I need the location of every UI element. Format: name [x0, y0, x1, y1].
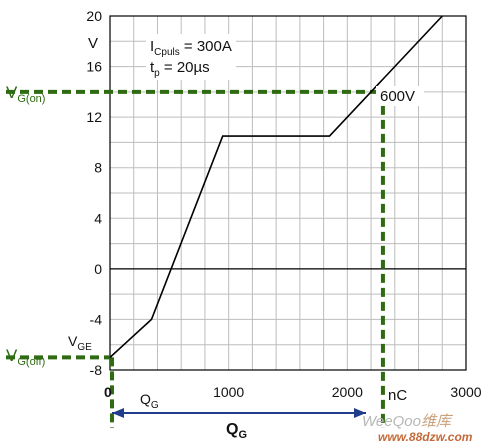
vg-off-label: VG(off) [6, 346, 45, 368]
condition-time: tp = 20µs [150, 59, 210, 79]
x-tick-label: 1000 [213, 384, 244, 400]
qg-arrow-label: QG [226, 421, 247, 441]
y-tick-label: 16 [86, 59, 102, 75]
x-tick-label: 3000 [450, 384, 481, 400]
y-tick-label: 8 [94, 160, 102, 176]
y-tick-label: 0 [94, 261, 102, 277]
y-tick-label: -4 [90, 311, 103, 327]
watermark-url: www.88dzw.com [378, 430, 473, 444]
qg-arrow-left-head [112, 408, 124, 418]
vge-label: VGE [68, 333, 92, 353]
green-guides [6, 89, 385, 428]
x-unit-label: nC [388, 387, 407, 404]
y-tick-label: -8 [90, 362, 103, 378]
gate-charge-curve [109, 15, 443, 358]
condition-current: ICpuls = 300A [150, 38, 232, 58]
conditions-box [146, 34, 236, 80]
vg-on-label: VG(on) [6, 83, 45, 105]
y-tick-label: 4 [94, 210, 102, 226]
y-tick-label: 12 [86, 109, 102, 125]
x-tick-label: 2000 [332, 384, 363, 400]
y-tick-label: 20 [86, 8, 102, 24]
y-unit-label: V [88, 35, 98, 52]
watermark-brand: WeeQoo维库 [362, 413, 454, 430]
x-tick-label: 0 [104, 384, 112, 400]
plot-frame [109, 15, 467, 371]
voltage-label-bg [376, 86, 424, 106]
qg-arrow-right-head [354, 408, 366, 418]
voltage-label: 600V [380, 88, 415, 105]
qg-axis-label: QG [140, 391, 159, 411]
